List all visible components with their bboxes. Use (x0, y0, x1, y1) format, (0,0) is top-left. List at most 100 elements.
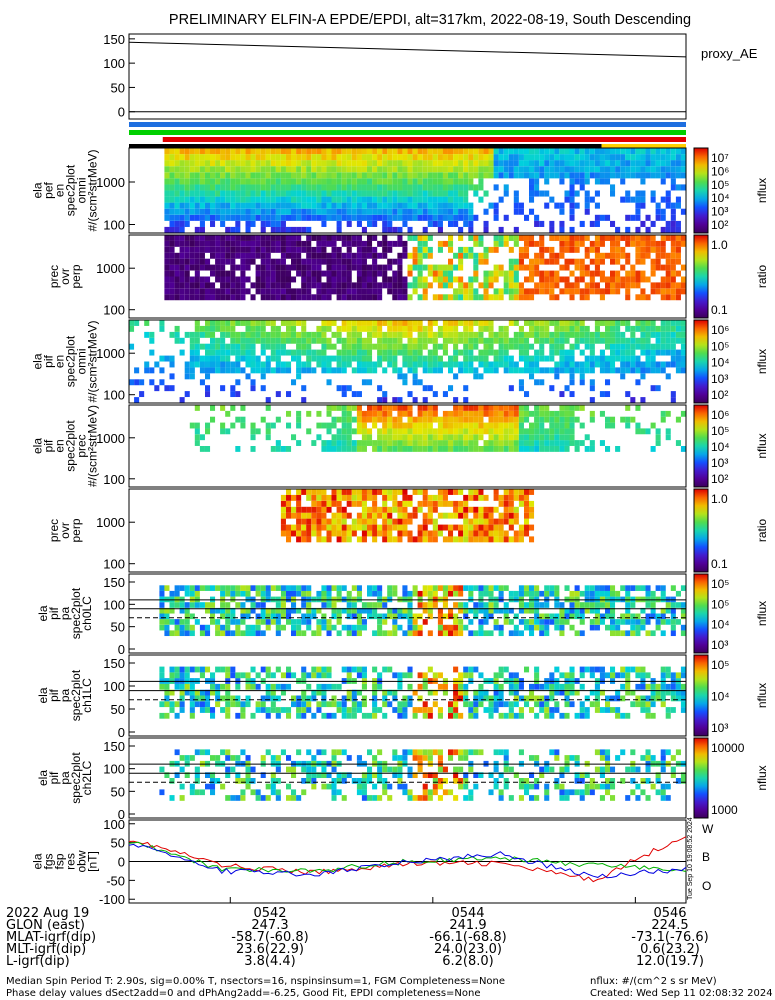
spectrogram-cell (463, 367, 469, 374)
spectrogram-cell (458, 252, 464, 259)
spectrogram-cell (473, 252, 479, 259)
spectrogram-cell (382, 530, 388, 537)
spectrogram-cell (215, 607, 221, 614)
spectrogram-cell (265, 666, 271, 673)
spectrogram-cell (524, 331, 530, 338)
spectrogram-cell (205, 422, 211, 429)
spectrogram-cell (589, 585, 595, 591)
spectrogram-cell (625, 361, 631, 368)
spectrogram-cell (630, 172, 636, 179)
spectrogram-cell (503, 288, 509, 295)
spectrogram-cell (296, 264, 302, 271)
spectrogram-cell (660, 148, 666, 155)
spectrogram-cell (493, 294, 499, 301)
spectrogram-cell (625, 613, 631, 620)
spectrogram-cell (554, 585, 560, 591)
spectrogram-cell (589, 355, 595, 362)
spectrogram-cell (286, 276, 292, 283)
spectrogram-cell (407, 172, 413, 179)
spectrogram-cell (458, 235, 464, 241)
spectrogram-cell (493, 288, 499, 295)
spectrogram-cell (453, 590, 459, 597)
spectrogram-cell (205, 154, 211, 161)
spectrogram-cell (215, 325, 221, 332)
spectrogram-cell (372, 166, 378, 173)
spectrogram-cell (559, 337, 565, 344)
colorbar-label: ratio (755, 519, 769, 543)
spectrogram-cell (437, 282, 443, 289)
spectrogram-cell (205, 630, 211, 637)
spectrogram-cell (620, 178, 626, 185)
spectrogram-cell (625, 148, 631, 155)
spectrogram-cell (331, 343, 337, 350)
spectrogram-cell (498, 524, 504, 531)
spectrogram-cell (316, 701, 322, 708)
spectrogram-cell (392, 214, 398, 221)
spectrogram-cell (554, 422, 560, 429)
spectrogram-cell (220, 422, 226, 429)
spectrogram-cell (169, 172, 175, 179)
spectrogram-cell (468, 337, 474, 344)
spectrogram-cell (432, 428, 438, 435)
spectrogram-cell (675, 235, 681, 241)
spectrogram-cell (377, 506, 383, 513)
spectrogram-cell (655, 288, 661, 295)
spectrogram-cell (432, 208, 438, 215)
spectrogram-cell (367, 235, 373, 241)
spectrogram-cell (518, 428, 524, 435)
spectrogram-cell (306, 506, 312, 513)
spectrogram-cell (301, 214, 307, 221)
spectrogram-cell (336, 349, 342, 356)
spectrogram-cell (427, 585, 433, 591)
spectrogram-cell (579, 349, 585, 356)
spectrogram-cell (579, 220, 585, 227)
spectrogram-cell (670, 220, 676, 227)
spectrogram-cell (508, 707, 514, 713)
spectrogram-cell (189, 246, 195, 253)
spectrogram-cell (331, 416, 337, 423)
spectrogram-cell (321, 178, 327, 185)
spectrogram-cell (275, 270, 281, 277)
spectrogram-cell (483, 190, 489, 197)
spectrogram-cell (265, 202, 271, 209)
spectrogram-cell (291, 252, 297, 259)
spectrogram-cell (473, 416, 479, 423)
ylabel-line: spec2plot (69, 587, 83, 639)
spectrogram-cell (488, 607, 494, 614)
spectrogram-cell (453, 602, 459, 608)
spectrogram-cell (564, 416, 570, 423)
spectrogram-cell (341, 506, 347, 513)
spectrogram-cell (488, 325, 494, 332)
spectrogram-cell (291, 349, 297, 356)
ylabel-line: pif (42, 355, 56, 368)
spectrogram-cell (488, 160, 494, 167)
spectrogram-cell (255, 602, 261, 608)
spectrogram-cell (529, 506, 535, 513)
y-tick-label: 0 (118, 642, 125, 657)
spectrogram-cell (508, 683, 514, 690)
spectrogram-cell (275, 178, 281, 185)
spectrogram-cell (534, 422, 540, 429)
spectrogram-cell (402, 613, 408, 620)
spectrogram-cell (225, 701, 231, 708)
spectrogram-cell (529, 500, 535, 507)
spectrogram-cell (468, 214, 474, 221)
spectrogram-cell (640, 172, 646, 179)
spectrogram-cell (346, 536, 352, 543)
spectrogram-cell (534, 331, 540, 338)
spectrogram-cell (463, 196, 469, 203)
spectrogram-cell (584, 148, 590, 155)
spectrogram-cell (442, 630, 448, 637)
spectrogram-cell (427, 282, 433, 289)
spectrogram-cell (468, 440, 474, 446)
ylabel-line: spec2plot (64, 335, 78, 387)
spectrogram-cell (336, 270, 342, 277)
spectrogram-cell (483, 367, 489, 374)
spectrogram-cell (199, 235, 205, 241)
spectrogram-cell (301, 337, 307, 344)
spectrogram-cell (392, 585, 398, 591)
spectrogram-cell (610, 349, 616, 356)
spectrogram-cell (422, 672, 428, 679)
spectrogram-cell (569, 602, 575, 608)
spectrogram-cell (215, 258, 221, 265)
